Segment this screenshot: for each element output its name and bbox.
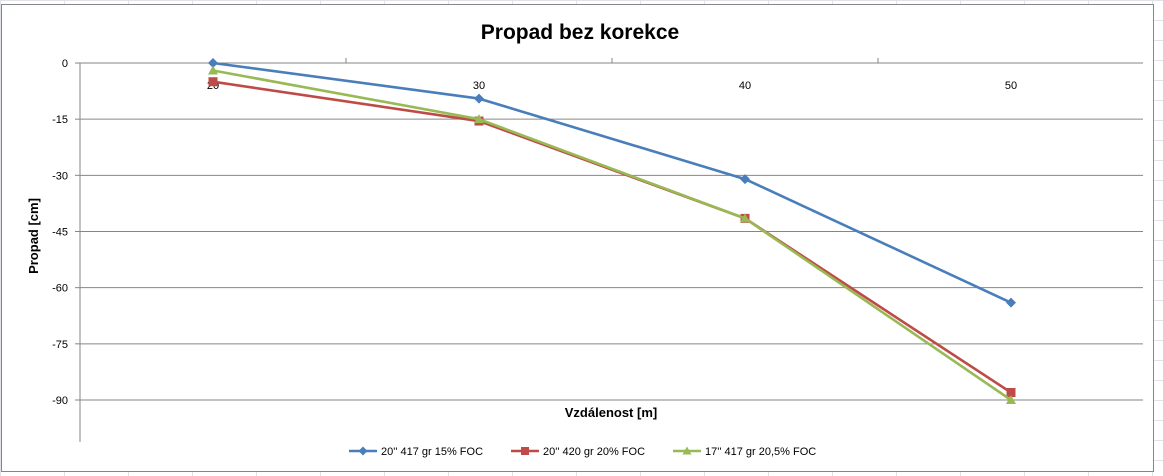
data-point-triangle [682,446,692,455]
data-point-diamond [740,174,750,185]
y-tick-label: -30 [52,170,68,182]
series-1 [208,58,1016,308]
x-axis-label: Vzdálenost [m] [565,405,657,420]
data-point-triangle [208,65,218,75]
x-tick-label: 50 [1005,80,1017,92]
data-point-diamond [358,446,368,456]
data-point-square [208,77,218,87]
series-line [212,61,1012,304]
chart-area[interactable]: Propad bez korekce 0 -15 -30 -45 -60 -75 -90 2… [1,4,1154,472]
y-tick-label: -15 [52,114,68,126]
y-tick-label: -90 [52,395,68,407]
series-line [212,80,1012,394]
y-tick-label: -75 [52,339,68,351]
data-point-triangle [740,213,750,223]
data-point-triangle [474,114,484,124]
y-tick-label: 0 [62,58,68,70]
series-2 [208,77,1016,398]
legend-item: 20'' 417 gr 15% FOC [349,446,483,458]
legend-label: 17'' 417 gr 20,5% FOC [705,446,816,458]
series-3 [208,65,1016,404]
data-point-square [1006,388,1016,398]
series-group [208,58,1016,404]
legend-item: 17'' 417 gr 20,5% FOC [673,446,816,458]
y-axis-label: Propad [cm] [26,198,41,274]
series-line [212,69,1012,402]
data-point-triangle [1006,395,1016,404]
data-point-square [521,447,529,455]
data-point-diamond [1006,297,1016,308]
y-tick-label: -60 [52,283,68,295]
legend-item: 20'' 420 gr 20% FOC [511,446,645,458]
legend-label: 20'' 417 gr 15% FOC [381,446,483,458]
legend: 20'' 417 gr 15% FOC 20'' 420 gr 20% FOC 17… [349,446,816,458]
y-tick-label: -45 [52,227,68,239]
x-tick-label: 40 [739,80,751,92]
x-axis-ticks: 20304050 [207,80,1017,92]
legend-label: 20'' 420 gr 20% FOC [543,446,645,458]
gridlines [75,58,1143,442]
x-tick-label: 30 [473,80,485,92]
data-point-diamond [208,58,218,68]
chart-title: Propad bez korekce [481,21,679,44]
y-axis-ticks: 0 -15 -30 -45 -60 -75 -90 [52,58,68,407]
data-point-diamond [474,93,484,104]
line-chart: Propad bez korekce 0 -15 -30 -45 -60 -75 -90 2… [26,21,1143,458]
